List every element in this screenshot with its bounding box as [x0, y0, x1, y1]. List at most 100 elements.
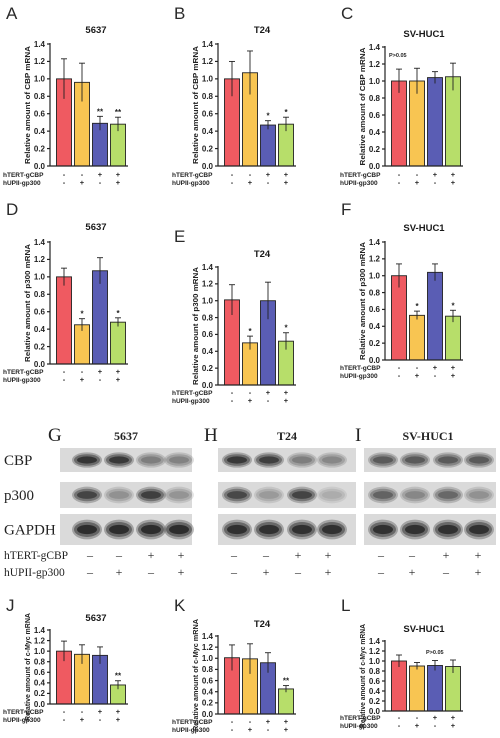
significance-marker: * [415, 302, 419, 311]
bar [427, 271, 443, 361]
y-tick-label: 0.6 [202, 676, 214, 685]
y-tick-label: 0.2 [34, 342, 46, 351]
blot-band-layer [433, 486, 463, 504]
blot-band-layer [319, 454, 345, 466]
y-tick-label: 0.0 [34, 162, 46, 171]
y-tick-label: 0.4 [202, 127, 214, 136]
condition-sign: + [284, 717, 289, 726]
blot-band-layer [164, 452, 194, 468]
condition-label: hUPII-gp300 [3, 377, 41, 384]
p-value-annotation: P>0.05 [426, 650, 444, 656]
condition-sign: - [231, 388, 234, 397]
condition-sign: - [81, 367, 84, 376]
y-tick-label: 0.4 [369, 322, 381, 331]
condition-label: hUPII-gp300 [172, 398, 210, 405]
y-tick-label: 0.8 [34, 290, 46, 299]
bar [409, 314, 425, 361]
blot-panel-g: G 5637 [48, 425, 194, 545]
blot-band [464, 519, 494, 540]
panel-letter: A [6, 4, 18, 23]
blot-band-layer [77, 491, 97, 499]
condition-sign: - [63, 178, 66, 187]
y-tick-label: 0.6 [34, 308, 46, 317]
y-tick-label: 0.2 [369, 339, 381, 348]
condition-sign: + [248, 725, 253, 734]
condition-sign: + [116, 170, 121, 179]
bar [391, 660, 407, 712]
blot-band-layer [292, 456, 312, 464]
y-tick-label: 0.0 [202, 710, 214, 719]
condition-label: hTERT-gCBP [172, 719, 213, 726]
blot-condition-sign: + [409, 565, 416, 579]
bar [427, 77, 443, 167]
condition-label: hUPII-gp300 [3, 180, 41, 187]
condition-sign: - [63, 715, 66, 724]
bar [92, 270, 108, 365]
blot-condition-sign: + [325, 548, 332, 562]
chart-title: SV-HUC1 [403, 624, 445, 635]
condition-sign: + [451, 721, 456, 730]
blot-band [400, 452, 430, 468]
condition-sign: + [451, 713, 456, 722]
blot-band [317, 486, 347, 504]
condition-sign: - [81, 170, 84, 179]
blot-band-layer [106, 488, 132, 502]
condition-sign: + [98, 170, 103, 179]
condition-label: hUPII-gp300 [340, 723, 378, 730]
condition-sign: + [433, 363, 438, 372]
condition-sign: - [398, 170, 401, 179]
y-tick-label: 1.4 [202, 632, 214, 641]
y-tick-label: 0.4 [369, 687, 381, 696]
significance-marker: * [284, 324, 288, 333]
y-tick-label: 0.8 [34, 92, 46, 101]
panel-letter: K [174, 596, 186, 615]
y-tick-label: 0.8 [202, 92, 214, 101]
blot-title: T24 [277, 429, 297, 443]
condition-sign: + [284, 170, 289, 179]
blot-band [136, 519, 166, 540]
condition-label: hUPII-gp300 [172, 180, 210, 187]
blot-row-label: GAPDH [4, 523, 56, 539]
condition-sign: - [99, 178, 102, 187]
blot-band-layer [435, 488, 461, 502]
blot-band-layer [109, 456, 129, 464]
blot-band-layer [405, 456, 425, 464]
condition-sign: - [416, 713, 419, 722]
y-tick-label: 1.0 [202, 654, 214, 663]
blot-band [254, 486, 284, 504]
blot-condition-sign: + [116, 565, 123, 579]
chart-title: SV-HUC1 [403, 223, 445, 234]
condition-sign: - [267, 396, 270, 405]
y-tick-label: 0.0 [369, 707, 381, 716]
blot-band-layer [287, 452, 317, 468]
blot-band [433, 486, 463, 504]
blot-condition-sign: + [325, 565, 332, 579]
y-axis-label: Relative amount of CBP mRNA [358, 47, 367, 166]
blot-condition-sign: – [86, 565, 94, 579]
blot-band-layer [438, 524, 458, 535]
blot-band-layer [259, 456, 279, 464]
blot-band-layer [259, 524, 279, 535]
y-tick-label: 0.0 [34, 700, 46, 709]
condition-sign: + [451, 371, 456, 380]
blot-band-layer [109, 491, 129, 499]
y-axis-label: Relative amount of CBP mRNA [23, 45, 32, 164]
condition-label: hUPII-gp300 [172, 727, 210, 734]
condition-label: hTERT-gCBP [340, 172, 381, 179]
y-tick-label: 1.0 [34, 647, 46, 656]
y-axis-label: Relative amount of c-Myc mRNA [358, 623, 367, 728]
blot-band [287, 452, 317, 468]
condition-sign: - [81, 707, 84, 716]
condition-sign: + [248, 178, 253, 187]
condition-sign: - [249, 388, 252, 397]
y-tick-label: 0.2 [202, 144, 214, 153]
blot-band-layer [227, 456, 247, 464]
condition-sign: + [80, 375, 85, 384]
blot-condition-sign: – [230, 548, 238, 562]
condition-sign: + [451, 170, 456, 179]
condition-label: hUPII-gp300 [340, 373, 378, 380]
y-tick-label: 0.8 [202, 313, 214, 322]
y-tick-label: 1.2 [369, 60, 381, 69]
panel-letter: D [6, 200, 18, 219]
